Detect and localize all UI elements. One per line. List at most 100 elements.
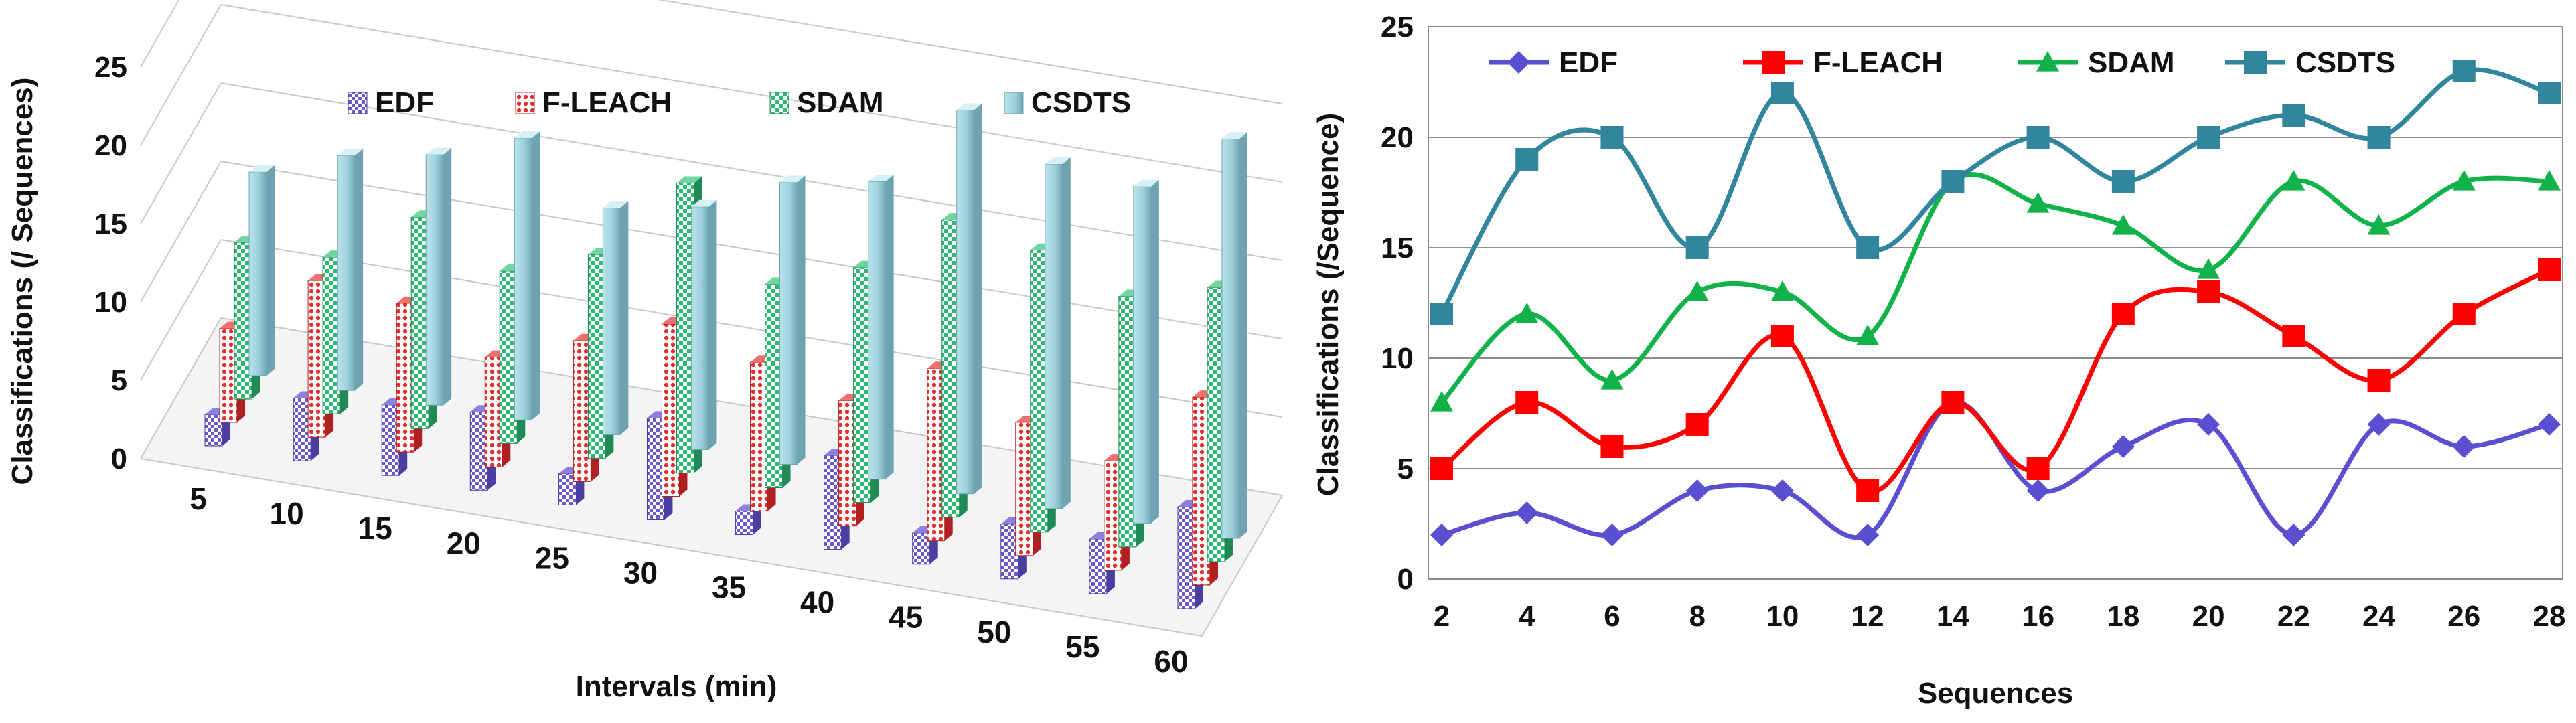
legend-label: SDAM [797, 86, 884, 119]
y-tick-label: 0 [111, 443, 127, 475]
legend-label: F-LEACH [542, 86, 672, 119]
gridline [657, 0, 1283, 104]
point-edf-26 [2452, 435, 2476, 458]
legend-swatch [769, 92, 789, 114]
x-tick-label: 26 [2447, 600, 2480, 633]
legend-label: EDF [1559, 46, 1618, 79]
y-tick-labels: 0 5 10 15 20 25 [1381, 11, 1414, 596]
point-f-leach-8 [1685, 413, 1709, 436]
point-edf-2 [1430, 524, 1453, 546]
legend-label: SDAM [2088, 46, 2175, 79]
bar-chart-intervals: 0 5 10 15 20 25 5 10 15 20 25 30 35 40 45 50 55 60 EDF F-… [6, 0, 1284, 703]
y-axis-title: Classifications (/Sequence) [1312, 113, 1345, 496]
bar-front [1045, 163, 1063, 509]
point-f-leach-10 [1770, 325, 1794, 347]
marker-group [1430, 60, 2561, 546]
legend-swatch [1004, 92, 1024, 114]
point-sdam-24 [2367, 214, 2391, 235]
point-csdts-24 [2367, 126, 2391, 149]
x-tick-labels: 5 10 15 20 25 30 35 40 45 50 55 60 [190, 481, 1188, 679]
point-edf-4 [1515, 501, 1539, 524]
point-f-leach-12 [1856, 479, 1880, 502]
bar-front [248, 171, 267, 376]
bar-top [426, 147, 452, 155]
bar-top [676, 176, 702, 183]
bar-top [514, 131, 540, 139]
legend-item-sdam: SDAM [769, 86, 884, 119]
bar-side [1150, 179, 1159, 524]
gridline-side [140, 161, 222, 303]
x-tick-label: 35 [712, 570, 746, 605]
point-sdam-16 [2026, 192, 2050, 213]
y-tick-label: 25 [94, 51, 127, 84]
legend-marker [1507, 51, 1530, 74]
bar-top [956, 103, 982, 110]
legend-item-csdts: CSDTS [2225, 46, 2395, 79]
x-tick-label: 50 [977, 615, 1011, 649]
point-edf-24 [2367, 413, 2391, 436]
bar-csdts-35 [779, 175, 806, 465]
legend-label: F-LEACH [1813, 46, 1943, 79]
point-csdts-14 [1941, 170, 1965, 193]
bar-top [1045, 157, 1071, 164]
point-csdts-18 [2111, 170, 2135, 193]
point-sdam-12 [1856, 325, 1880, 345]
x-tick-label: 4 [1519, 600, 1535, 633]
legend: EDF F-LEACH SDAM CSDTS [348, 86, 1131, 119]
series-line-f-leach [1440, 267, 2551, 494]
point-edf-6 [1600, 524, 1624, 546]
legend-swatch [515, 92, 535, 114]
point-csdts-22 [2282, 104, 2305, 127]
x-tick-label: 45 [889, 600, 923, 635]
bar-top [868, 175, 894, 182]
legend-label: CSDTS [1031, 86, 1131, 119]
point-f-leach-4 [1515, 391, 1539, 414]
x-tick-label: 10 [1766, 600, 1799, 633]
bar-side [974, 103, 982, 494]
legend-item-edf: EDF [348, 86, 434, 119]
bar-top [779, 175, 806, 183]
point-f-leach-16 [2026, 457, 2050, 480]
x-tick-label: 40 [800, 585, 834, 620]
x-tick-label: 25 [535, 540, 569, 575]
bar-csdts-60 [1221, 132, 1247, 539]
plot-area [1428, 26, 2563, 580]
point-csdts-28 [2538, 82, 2561, 104]
point-sdam-8 [1685, 280, 1709, 301]
x-axis-title: Intervals (min) [576, 670, 777, 703]
point-sdam-22 [2282, 170, 2305, 191]
y-tick-label: 25 [1381, 11, 1414, 44]
x-tick-label: 30 [623, 555, 658, 590]
bar-front [337, 155, 356, 391]
x-tick-label: 16 [2022, 600, 2054, 633]
point-edf-16 [2026, 479, 2050, 502]
legend-swatch [348, 92, 368, 114]
x-tick-label: 20 [2192, 600, 2225, 633]
bar-front [1221, 138, 1240, 539]
bar-side [267, 165, 275, 376]
bar-csdts-55 [1133, 179, 1159, 524]
point-sdam-26 [2452, 170, 2476, 191]
bar-side [1062, 157, 1071, 509]
point-csdts-6 [1600, 126, 1624, 149]
point-sdam-28 [2538, 170, 2561, 191]
legend-marker [2244, 51, 2267, 74]
x-tick-label: 18 [2107, 600, 2139, 633]
y-tick-label: 10 [94, 286, 127, 319]
bar-front [1133, 186, 1152, 524]
x-tick-label: 12 [1851, 600, 1884, 633]
y-tick-label: 5 [111, 364, 127, 397]
point-csdts-16 [2026, 126, 2050, 149]
bar-top [1221, 132, 1247, 139]
y-tick-label: 0 [1397, 563, 1414, 596]
point-f-leach-20 [2197, 280, 2220, 303]
gridline-side [140, 4, 222, 146]
x-axis-title: Sequences [1918, 677, 2073, 710]
point-csdts-20 [2197, 126, 2220, 149]
legend: EDF F-LEACH SDAM CSDTS [1489, 46, 2395, 79]
y-tick-labels: 0 5 10 15 20 25 [94, 51, 127, 475]
point-edf-12 [1856, 524, 1880, 546]
bar-csdts-30 [690, 199, 717, 450]
x-tick-label: 22 [2277, 600, 2310, 633]
